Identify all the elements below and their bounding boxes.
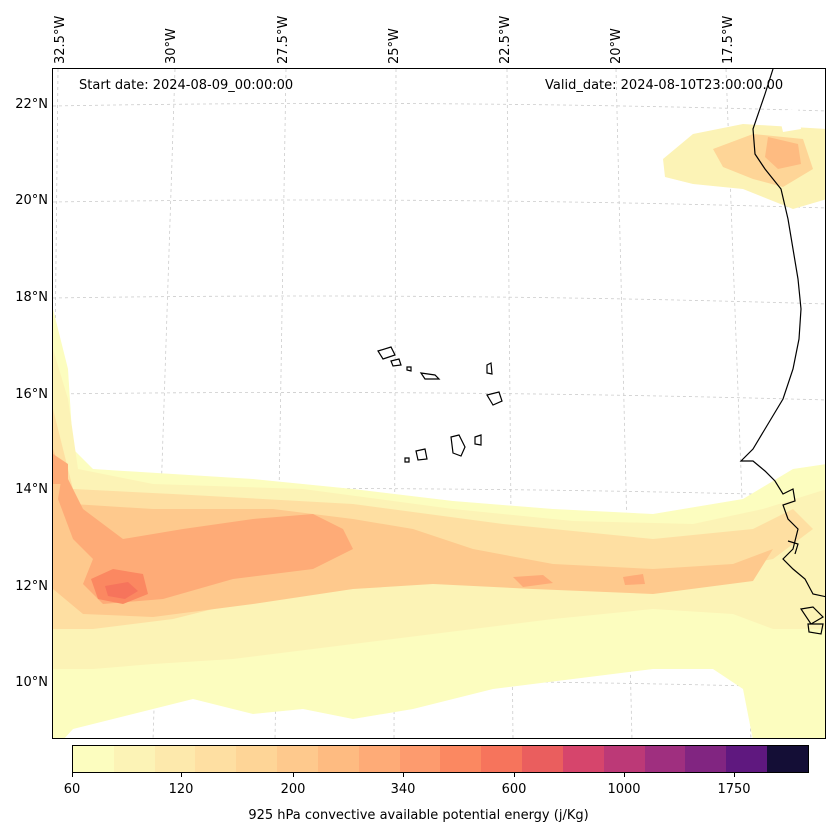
colorbar-swatch — [317, 746, 359, 772]
colorbar-swatch — [236, 746, 278, 772]
lon-label-20w: 20°W — [609, 28, 624, 64]
cape-contour-north-340 — [765, 137, 801, 169]
parallel-16n — [53, 392, 825, 401]
colorbar-swatch — [603, 746, 645, 772]
lon-label-17-5w: 17.5°W — [721, 15, 736, 64]
cape-contour-1000 — [105, 582, 138, 599]
colorbar-swatch — [767, 746, 808, 772]
colorbar — [72, 745, 809, 773]
colorbar-swatch — [440, 746, 482, 772]
colorbar-tick-label-1750: 1750 — [717, 782, 751, 797]
colorbar-swatch — [358, 746, 400, 772]
colorbar-tick-label-120: 120 — [168, 782, 194, 797]
island-maio — [474, 434, 482, 446]
start-date-label: Start date: 2024-08-09_00:00:00 — [79, 78, 294, 93]
lon-label-27-5w: 27.5°W — [276, 15, 291, 64]
lat-label-14n: 14°N — [15, 482, 48, 497]
lat-label-16n: 16°N — [15, 387, 48, 402]
lat-label-10n: 10°N — [15, 675, 48, 690]
cape-contour-340 — [58, 469, 353, 604]
colorbar-swatch — [399, 746, 441, 772]
island-fogo — [415, 448, 428, 461]
colorbar-tick-label-200: 200 — [280, 782, 306, 797]
lon-label-25w: 25°W — [387, 28, 402, 64]
cape-field-map — [53, 69, 825, 738]
colorbar-label: 925 hPa convective available potential e… — [248, 808, 589, 823]
colorbar-tick — [514, 773, 515, 777]
lat-label-18n: 18°N — [15, 290, 48, 305]
parallel-18n — [53, 295, 825, 305]
island-brava — [404, 457, 410, 463]
island-santo-antao — [377, 346, 396, 360]
colorbar-swatch — [195, 746, 237, 772]
valid-date-label: Valid_date: 2024-08-10T23:00:00.00 — [545, 78, 784, 93]
coastlines — [377, 69, 825, 635]
colorbar-tick — [72, 773, 73, 777]
cape-contour-340-mid-2 — [623, 574, 645, 585]
lat-label-20n: 20°N — [15, 193, 48, 208]
colorbar-tick — [181, 773, 182, 777]
colorbar-tick-label-1000: 1000 — [607, 782, 641, 797]
lon-label-32-5w: 32.5°W — [53, 15, 68, 64]
colorbar-swatch — [481, 746, 523, 772]
lat-label-12n: 12°N — [15, 579, 48, 594]
map-panel — [52, 68, 826, 739]
island-santiago — [450, 434, 466, 457]
colorbar-swatch — [154, 746, 196, 772]
cape-no-data-hole — [778, 109, 801, 132]
senegal-detail — [787, 540, 799, 555]
lon-label-22-5w: 22.5°W — [498, 15, 513, 64]
lon-label-30w: 30°W — [164, 28, 179, 64]
cape-contours — [53, 109, 825, 738]
cape-contour-340-west-edge — [53, 454, 68, 484]
island-sao-nicolau — [419, 372, 441, 380]
colorbar-swatch — [113, 746, 155, 772]
colorbar-tick-label-340: 340 — [390, 782, 416, 797]
colorbar-swatch — [277, 746, 318, 772]
parallel-22n — [53, 103, 825, 112]
guinea-bissau-islands — [799, 606, 824, 635]
cape-contour-340-mid-1 — [513, 575, 553, 587]
island-santa-luzia — [406, 366, 412, 372]
africa-coastline — [739, 69, 825, 598]
colorbar-tick — [624, 773, 625, 777]
island-sal — [486, 362, 493, 375]
colorbar-tick — [293, 773, 294, 777]
lat-label-22n: 22°N — [15, 97, 48, 112]
parallel-20n — [53, 199, 825, 209]
island-boa-vista — [486, 391, 503, 406]
colorbar-swatch — [562, 746, 604, 772]
colorbar-swatch — [73, 746, 114, 772]
island-sao-vicente — [390, 358, 402, 367]
colorbar-swatch — [726, 746, 768, 772]
colorbar-tick-label-600: 600 — [501, 782, 527, 797]
colorbar-tick — [734, 773, 735, 777]
colorbar-swatch — [685, 746, 727, 772]
colorbar-swatch — [522, 746, 563, 772]
colorbar-tick — [403, 773, 404, 777]
colorbar-tick-label-60: 60 — [63, 782, 81, 797]
colorbar-swatch — [644, 746, 686, 772]
